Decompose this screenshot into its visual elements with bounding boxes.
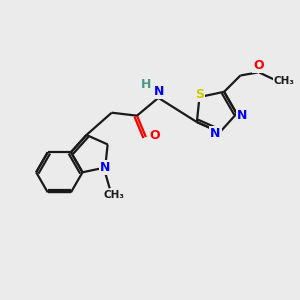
Text: N: N	[237, 109, 247, 122]
Text: N: N	[154, 85, 164, 98]
Text: CH₃: CH₃	[103, 190, 124, 200]
Text: CH₃: CH₃	[273, 76, 294, 86]
Text: N: N	[100, 161, 110, 174]
Text: S: S	[195, 88, 204, 100]
Text: N: N	[210, 127, 220, 140]
Text: O: O	[253, 59, 264, 73]
Text: H: H	[141, 78, 152, 91]
Text: O: O	[149, 129, 160, 142]
